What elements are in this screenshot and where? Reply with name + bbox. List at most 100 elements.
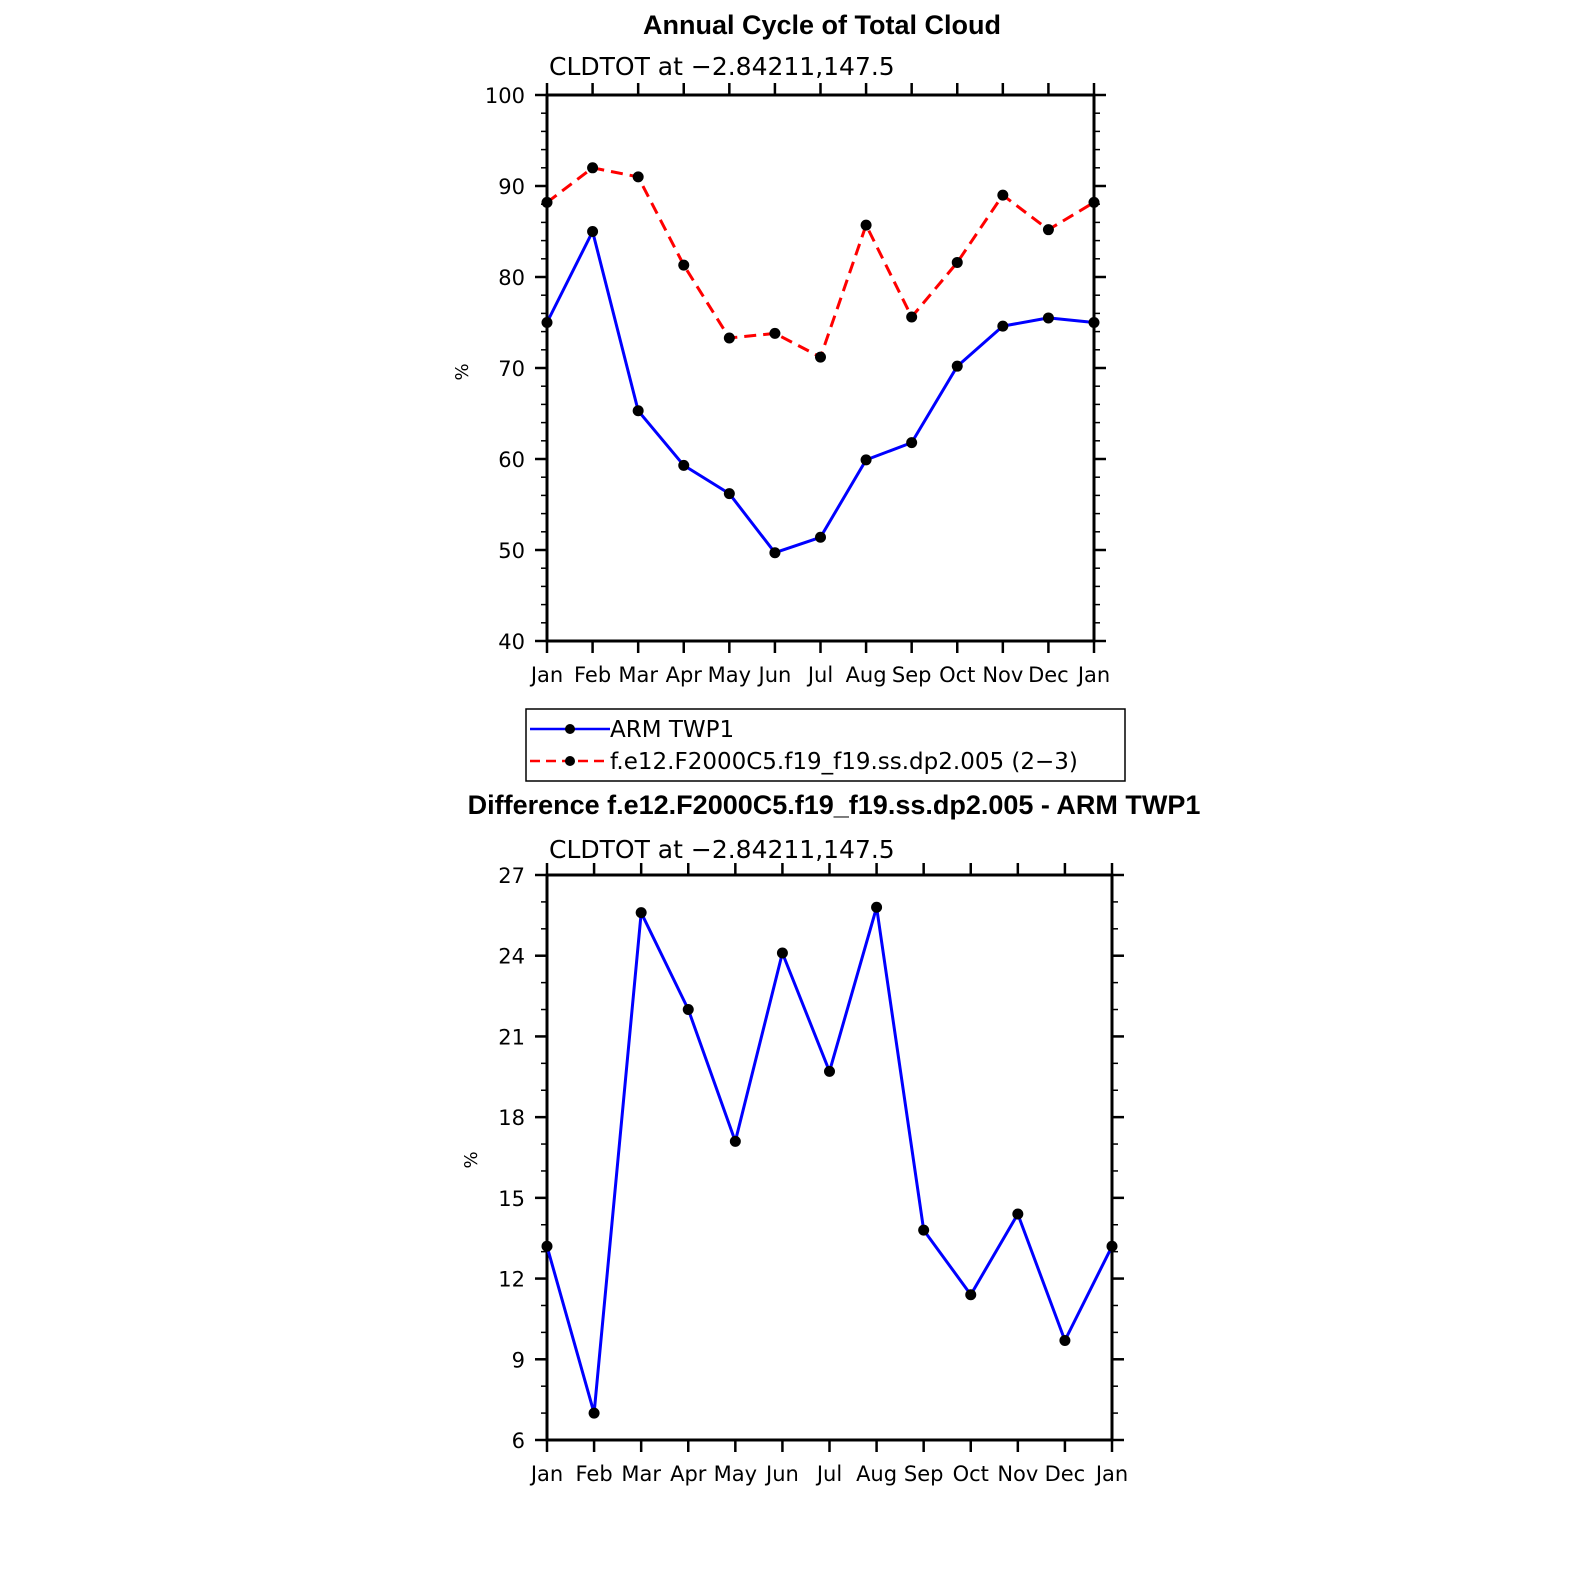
x-tick-label: Apr: [666, 663, 703, 687]
data-point: [541, 196, 553, 208]
data-point: [587, 226, 599, 237]
legend-label-model: f.e12.F2000C5.f19_f19.ss.dp2.005 (2−3): [610, 749, 1078, 775]
x-tick-label: Aug: [846, 663, 887, 687]
chart2-title: Difference f.e12.F2000C5.f19_f19.ss.dp2.…: [468, 790, 1201, 820]
x-tick-label: Sep: [904, 1462, 944, 1486]
data-point: [951, 256, 963, 268]
y-tick-label: 70: [498, 357, 525, 381]
data-point: [723, 332, 735, 344]
data-point: [729, 1135, 741, 1147]
data-point: [1042, 224, 1054, 236]
x-tick-label: Oct: [953, 1462, 989, 1486]
x-tick-label: Jul: [815, 1462, 842, 1486]
x-tick-label: Feb: [574, 663, 611, 687]
y-tick-label: 27: [498, 864, 525, 888]
data-point: [860, 219, 872, 231]
x-tick-label: Jan: [529, 663, 563, 687]
x-tick-label: Feb: [575, 1462, 612, 1486]
data-point: [1059, 1334, 1071, 1346]
x-tick-label: Mar: [621, 1462, 661, 1486]
data-point: [815, 351, 826, 363]
x-tick-label: Oct: [939, 663, 975, 687]
x-tick-label: May: [708, 663, 751, 687]
data-point: [1088, 317, 1100, 328]
y-tick-label: 40: [498, 630, 525, 654]
x-tick-label: Aug: [856, 1462, 897, 1486]
data-point: [1042, 312, 1054, 324]
data-point: [871, 901, 883, 913]
y-tick-label: 9: [512, 1348, 525, 1372]
x-tick-label: May: [714, 1462, 757, 1486]
y-tick-label: 12: [498, 1268, 525, 1292]
x-tick-label: Nov: [982, 663, 1023, 687]
data-point: [587, 162, 599, 174]
data-point: [776, 947, 788, 959]
plot-frame: [545, 93, 1096, 643]
data-point: [997, 189, 1009, 201]
x-tick-label: Jun: [757, 663, 792, 687]
y-tick-label: 100: [485, 84, 525, 108]
x-tick-label: Jul: [806, 663, 833, 687]
data-point: [723, 488, 735, 500]
chart2-series: [541, 901, 1118, 1419]
series-line-0: [545, 905, 1114, 1415]
chart1-ylabel: %: [452, 363, 473, 380]
data-point: [632, 171, 644, 183]
data-point: [951, 360, 963, 372]
x-tick-label: Sep: [892, 663, 932, 687]
x-tick-label: Apr: [670, 1462, 707, 1486]
data-point: [769, 547, 781, 559]
data-point: [635, 907, 647, 919]
data-point: [824, 1065, 835, 1077]
y-tick-label: 80: [498, 266, 525, 290]
chart1-title: Annual Cycle of Total Cloud: [643, 10, 1001, 40]
data-point: [541, 317, 553, 328]
legend-label-arm: ARM TWP1: [610, 717, 734, 743]
data-point: [1012, 1208, 1024, 1220]
data-point: [860, 454, 872, 466]
y-tick-label: 50: [498, 539, 525, 563]
x-tick-label: Dec: [1028, 663, 1069, 687]
legend: ARM TWP1 f.e12.F2000C5.f19_f19.ss.dp2.00…: [525, 708, 1126, 782]
data-point: [678, 459, 690, 471]
plot-frame: [545, 873, 1114, 1442]
series-line-0: [545, 230, 1095, 555]
x-tick-label: Jan: [529, 1462, 563, 1486]
data-point: [769, 327, 781, 339]
data-point: [997, 320, 1009, 332]
data-point: [632, 405, 644, 417]
x-tick-label: Dec: [1045, 1462, 1086, 1486]
x-tick-label: Jan: [1076, 663, 1110, 687]
chart2-subtitle: CLDTOT at −2.84211,147.5: [549, 835, 895, 864]
data-point: [678, 259, 690, 271]
y-tick-label: 24: [498, 945, 525, 969]
data-point: [1106, 1240, 1118, 1252]
x-tick-label: Jan: [1094, 1462, 1128, 1486]
y-tick-label: 60: [498, 448, 525, 472]
data-point: [1088, 196, 1100, 208]
data-point: [588, 1407, 600, 1419]
y-tick-label: 15: [498, 1187, 525, 1211]
y-tick-label: 90: [498, 175, 525, 199]
y-tick-label: 18: [498, 1106, 525, 1130]
series-line-1: [546, 166, 1095, 359]
chart1-series: [541, 162, 1100, 559]
data-point: [906, 437, 918, 449]
difference-chart: Difference f.e12.F2000C5.f19_f19.ss.dp2.…: [461, 790, 1200, 1486]
y-tick-label: 6: [512, 1429, 525, 1453]
chart1-subtitle: CLDTOT at −2.84211,147.5: [549, 52, 895, 81]
chart2-axes: 6 9 12 15 18 21 24 27 Jan Feb Mar Apr May Jun Jul Aug Se…: [498, 863, 1128, 1486]
chart2-ylabel: %: [461, 1151, 482, 1168]
data-point: [918, 1224, 930, 1236]
data-point: [965, 1289, 977, 1301]
data-point: [682, 1004, 694, 1016]
x-tick-label: Jun: [764, 1462, 799, 1486]
chart1-axes: 40 50 60 70 80 90 100 Jan Feb Mar Apr May Jun Jul Aug S…: [485, 83, 1110, 687]
legend-marker-model: [565, 756, 575, 766]
data-point: [906, 311, 918, 323]
data-point: [541, 1240, 553, 1252]
legend-marker-arm: [565, 724, 575, 734]
legend-box: [525, 708, 1126, 782]
annual-cycle-chart: Annual Cycle of Total Cloud CLDTOT at −2…: [452, 10, 1126, 782]
